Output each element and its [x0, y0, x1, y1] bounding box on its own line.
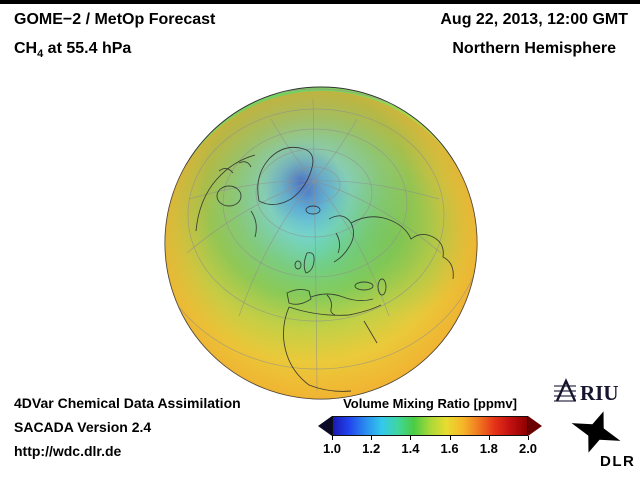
graticule-meridians: [186, 98, 442, 392]
tick-mark: [332, 436, 333, 440]
tick-label: 1.6: [440, 441, 459, 456]
tick-label: 1.2: [362, 441, 381, 456]
tick-label: 1.4: [401, 441, 420, 456]
header-right: Aug 22, 2013, 12:00 GMT Northern Hemisph…: [440, 12, 628, 58]
page-title: GOME−2 / MetOp Forecast: [14, 11, 216, 28]
dlr-star-icon: [571, 411, 621, 453]
tick-label: 1.0: [322, 441, 342, 456]
url-label: http://wdc.dlr.de: [14, 443, 122, 459]
colorbar: Volume Mixing Ratio [ppmv] 1.0 1.2 1.4 1…: [318, 396, 542, 456]
tick-label: 1.8: [479, 441, 498, 456]
species-level-label: CH4 at 55.4 hPa: [14, 40, 132, 61]
globe-svg: [164, 86, 478, 400]
footer-left: 4DVar Chemical Data Assimilation SACADA …: [14, 396, 241, 468]
colorbar-title: Volume Mixing Ratio [ppmv]: [343, 396, 517, 411]
header-left: GOME−2 / MetOp Forecast CH4 at 55.4 hPa: [14, 12, 215, 60]
colorbar-ticks: 1.0 1.2 1.4 1.6 1.8 2.0: [323, 436, 537, 456]
region-label: Northern Hemisphere: [452, 40, 616, 57]
tick-mark: [410, 436, 412, 440]
assimilation-label: 4DVar Chemical Data Assimilation: [14, 395, 241, 411]
riu-logo-text: RIU: [580, 381, 619, 405]
tick-mark: [528, 436, 529, 440]
dlr-logo-svg: DLR: [571, 411, 635, 470]
coastlines: [195, 146, 454, 392]
top-border-bar: [0, 0, 640, 4]
colorbar-under-arrow: [318, 416, 332, 436]
colorbar-gradient: [332, 416, 528, 436]
tick-mark: [371, 436, 373, 440]
riu-logo: RIU: [554, 377, 634, 405]
dlr-logo: DLR: [570, 410, 636, 470]
rim-orange-shade: [165, 91, 477, 399]
tick-mark: [449, 436, 451, 440]
dlr-logo-text: DLR: [600, 453, 635, 470]
globe-map: [159, 81, 483, 405]
tick-mark: [488, 436, 490, 440]
tick-label: 2.0: [518, 441, 538, 456]
datetime-label: Aug 22, 2013, 12:00 GMT: [440, 11, 628, 28]
colorbar-over-arrow: [528, 416, 542, 436]
riu-logo-svg: RIU: [554, 378, 619, 405]
version-label: SACADA Version 2.4: [14, 419, 152, 435]
riu-mountain-icon: [555, 378, 577, 402]
